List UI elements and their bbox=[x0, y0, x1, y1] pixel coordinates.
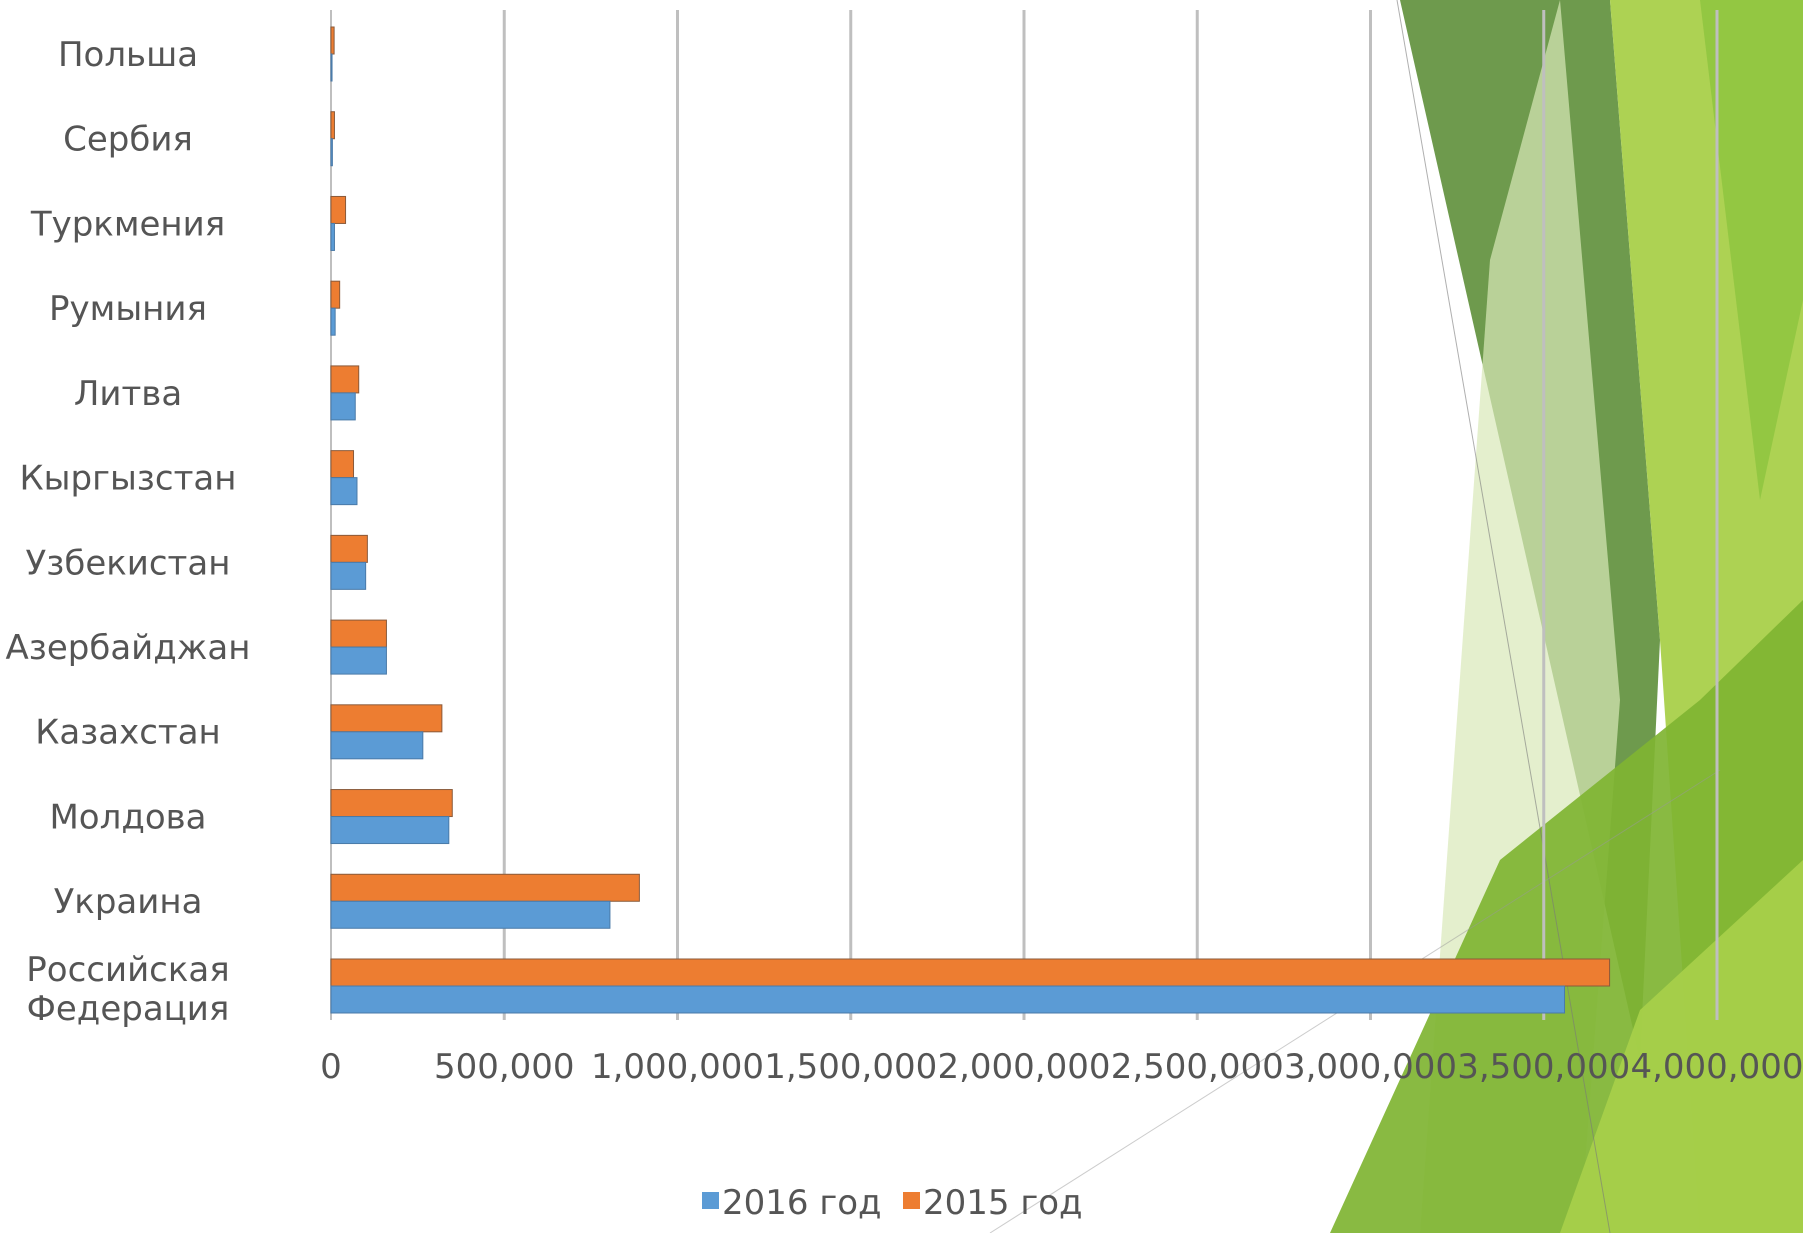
bar-2016 bbox=[330, 138, 333, 167]
bar-2016 bbox=[330, 222, 335, 251]
x-tick-label: 1,000,000 bbox=[591, 1047, 764, 1087]
bar-2015 bbox=[330, 280, 341, 309]
x-tick-label: 0 bbox=[320, 1047, 342, 1087]
x-tick-label: 1,500,000 bbox=[764, 1047, 937, 1087]
category-label: Туркмения bbox=[30, 204, 225, 244]
legend-label: 2015 год bbox=[923, 1183, 1083, 1223]
bar-2015 bbox=[330, 873, 640, 902]
category-label: Казахстан bbox=[35, 713, 221, 753]
bar-2016 bbox=[330, 985, 1566, 1014]
bar-2016 bbox=[330, 477, 358, 506]
x-tick-label: 2,500,000 bbox=[1111, 1047, 1284, 1087]
x-tick-label: 2,000,000 bbox=[937, 1047, 1110, 1087]
legend-swatch bbox=[702, 1192, 719, 1209]
bar-2016 bbox=[330, 646, 387, 675]
decor-shape-6 bbox=[1700, 0, 1803, 500]
bar-2016 bbox=[330, 561, 367, 590]
x-tick-label: 500,000 bbox=[434, 1047, 575, 1087]
category-label: Молдова bbox=[49, 797, 206, 837]
category-label: Румыния bbox=[49, 289, 207, 329]
bar-2016 bbox=[330, 731, 424, 760]
category-label: Литва bbox=[74, 374, 182, 414]
bar-2015 bbox=[330, 365, 360, 394]
bar-2016 bbox=[330, 53, 333, 82]
bar-2016 bbox=[330, 900, 611, 929]
legend-label: 2016 год bbox=[722, 1183, 882, 1223]
category-label: Узбекистан bbox=[26, 543, 231, 583]
category-label: Кыргызстан bbox=[20, 459, 237, 499]
bar-2016 bbox=[330, 307, 336, 336]
bar-2015 bbox=[330, 450, 355, 479]
bar-2015 bbox=[330, 534, 368, 563]
bar-2016 bbox=[330, 816, 450, 845]
bar-2015 bbox=[330, 195, 347, 224]
decor-line-1 bbox=[1396, 0, 1611, 1233]
category-label: Азербайджан bbox=[6, 628, 251, 668]
category-label: Польша bbox=[58, 35, 198, 75]
bar-2015 bbox=[330, 958, 1611, 987]
decor-shape-5 bbox=[1560, 860, 1803, 1233]
category-label: Сербия bbox=[63, 120, 193, 160]
bar-2015 bbox=[330, 704, 443, 733]
category-label: Украина bbox=[54, 882, 203, 922]
legend-swatch bbox=[903, 1192, 920, 1209]
x-tick-label: 4,000,000 bbox=[1630, 1047, 1803, 1087]
x-tick-label: 3,000,000 bbox=[1284, 1047, 1457, 1087]
bar-2015 bbox=[330, 619, 387, 648]
bar-2016 bbox=[330, 392, 356, 421]
bar-2015 bbox=[330, 789, 453, 818]
category-label: Российская Федерация bbox=[26, 950, 229, 1029]
bar-2015 bbox=[330, 111, 335, 140]
x-tick-label: 3,500,000 bbox=[1457, 1047, 1630, 1087]
bar-2015 bbox=[330, 26, 335, 55]
